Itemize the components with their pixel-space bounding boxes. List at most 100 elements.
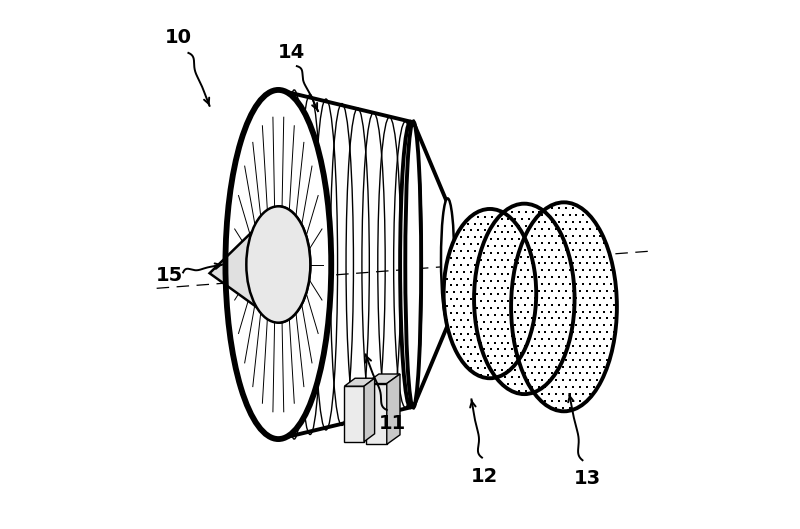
Point (598, 349, 610, 357)
Point (509, 339, 522, 347)
Point (513, 322, 526, 331)
Point (530, 352, 542, 361)
Point (482, 256, 494, 264)
Point (526, 317, 539, 326)
Point (556, 280, 569, 288)
Point (486, 240, 498, 248)
Point (553, 342, 566, 350)
Point (513, 295, 526, 303)
Point (522, 379, 535, 388)
Ellipse shape (444, 209, 536, 378)
Point (508, 335, 521, 343)
Point (556, 349, 569, 357)
Point (577, 225, 590, 233)
Point (499, 267, 512, 276)
Point (587, 245, 600, 254)
Point (561, 317, 574, 326)
Point (532, 300, 545, 309)
Point (492, 322, 505, 331)
Point (471, 304, 484, 312)
Point (543, 283, 556, 291)
Point (560, 273, 573, 281)
Point (515, 252, 528, 261)
Point (560, 204, 573, 213)
Point (590, 294, 603, 302)
Point (518, 342, 531, 350)
Point (468, 302, 481, 310)
Point (526, 359, 539, 367)
Point (590, 307, 603, 316)
Point (542, 280, 555, 288)
Point (564, 283, 577, 291)
Point (554, 249, 566, 257)
Point (486, 267, 498, 276)
Point (529, 266, 542, 275)
Point (489, 357, 502, 365)
Point (566, 328, 579, 336)
Point (486, 308, 498, 317)
Point (542, 225, 555, 233)
Point (570, 294, 583, 302)
Point (587, 218, 600, 226)
Point (574, 383, 586, 391)
Point (492, 295, 505, 303)
Point (502, 214, 515, 223)
Point (570, 280, 583, 288)
Point (462, 302, 474, 310)
Point (506, 276, 518, 285)
Point (566, 300, 579, 309)
Point (533, 345, 546, 353)
Point (492, 221, 505, 230)
Point (537, 256, 550, 264)
Point (520, 308, 533, 317)
Point (522, 239, 534, 247)
Point (539, 259, 552, 268)
Point (594, 342, 607, 350)
Point (556, 294, 569, 302)
Point (543, 366, 556, 375)
Point (563, 211, 576, 220)
Point (550, 376, 562, 385)
Point (526, 295, 539, 303)
Polygon shape (366, 374, 400, 384)
Point (522, 339, 535, 347)
Point (539, 218, 552, 226)
Point (554, 304, 566, 312)
Point (563, 335, 576, 343)
Point (518, 314, 531, 323)
Point (492, 350, 505, 358)
Point (488, 339, 501, 347)
Point (574, 232, 586, 240)
Point (526, 331, 539, 340)
Point (539, 300, 552, 309)
Point (522, 376, 534, 385)
Point (486, 322, 498, 331)
Point (526, 308, 539, 317)
Point (590, 252, 603, 261)
Point (560, 314, 573, 323)
Text: 15: 15 (156, 266, 183, 285)
Point (566, 314, 579, 323)
Point (516, 352, 529, 361)
Point (513, 281, 526, 289)
Point (506, 331, 518, 340)
Point (465, 253, 478, 262)
Point (465, 336, 478, 345)
Point (499, 322, 512, 331)
Point (518, 300, 531, 309)
Point (502, 297, 515, 305)
Point (447, 260, 460, 269)
Point (465, 364, 478, 372)
Point (530, 283, 542, 291)
Point (574, 300, 586, 309)
Point (584, 362, 597, 371)
Point (502, 233, 515, 241)
Point (447, 329, 460, 338)
Point (577, 376, 590, 385)
Point (478, 308, 491, 317)
Point (468, 329, 481, 338)
Polygon shape (345, 386, 364, 442)
Point (539, 328, 552, 336)
Point (557, 324, 570, 333)
Point (522, 297, 535, 305)
